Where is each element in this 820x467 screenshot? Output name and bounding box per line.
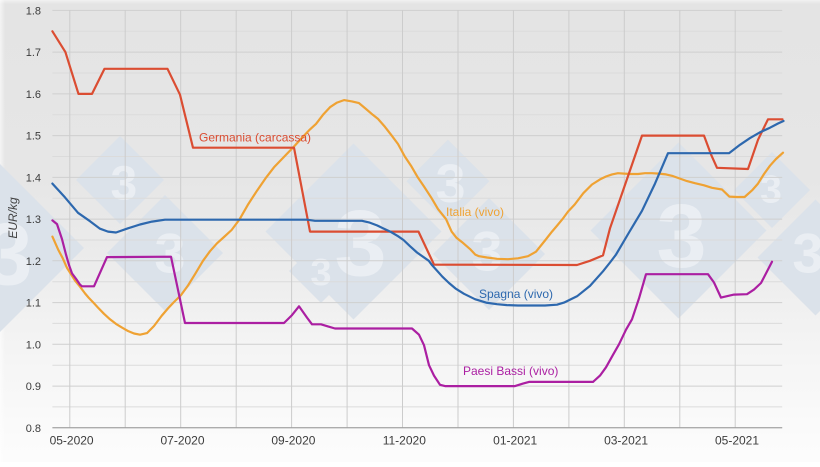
svg-text:3: 3 (792, 222, 820, 285)
svg-text:01-2021: 01-2021 (493, 434, 537, 448)
svg-text:03-2021: 03-2021 (604, 434, 648, 448)
svg-text:05-2020: 05-2020 (50, 434, 94, 448)
svg-text:3: 3 (656, 187, 706, 287)
svg-text:1.7: 1.7 (26, 47, 41, 59)
svg-text:Germania (carcassa): Germania (carcassa) (199, 131, 311, 145)
svg-text:0.8: 0.8 (26, 423, 41, 435)
svg-text:1.3: 1.3 (26, 214, 41, 226)
svg-text:3: 3 (435, 154, 465, 214)
svg-text:0.9: 0.9 (26, 381, 41, 393)
svg-text:EUR/kg: EUR/kg (6, 197, 20, 239)
svg-text:Paesi Bassi (vivo): Paesi Bassi (vivo) (463, 364, 558, 378)
svg-text:1.0: 1.0 (26, 339, 41, 351)
svg-text:09-2020: 09-2020 (271, 434, 315, 448)
svg-text:3: 3 (471, 220, 502, 283)
svg-text:1.4: 1.4 (26, 173, 41, 185)
svg-text:3: 3 (111, 158, 138, 211)
svg-text:Spagna (vivo): Spagna (vivo) (479, 287, 553, 301)
svg-text:07-2020: 07-2020 (160, 434, 204, 448)
svg-text:1.6: 1.6 (26, 89, 41, 101)
svg-text:1.1: 1.1 (26, 298, 41, 310)
svg-text:05-2021: 05-2021 (715, 434, 759, 448)
svg-text:3: 3 (760, 169, 782, 212)
svg-text:3: 3 (334, 191, 386, 296)
svg-text:3: 3 (0, 205, 32, 304)
svg-text:3: 3 (310, 252, 331, 294)
svg-text:11-2020: 11-2020 (383, 434, 426, 448)
svg-text:1.5: 1.5 (26, 131, 41, 143)
svg-text:1.8: 1.8 (26, 6, 41, 18)
svg-text:1.2: 1.2 (26, 256, 41, 268)
svg-text:Italia (vivo): Italia (vivo) (446, 205, 504, 219)
